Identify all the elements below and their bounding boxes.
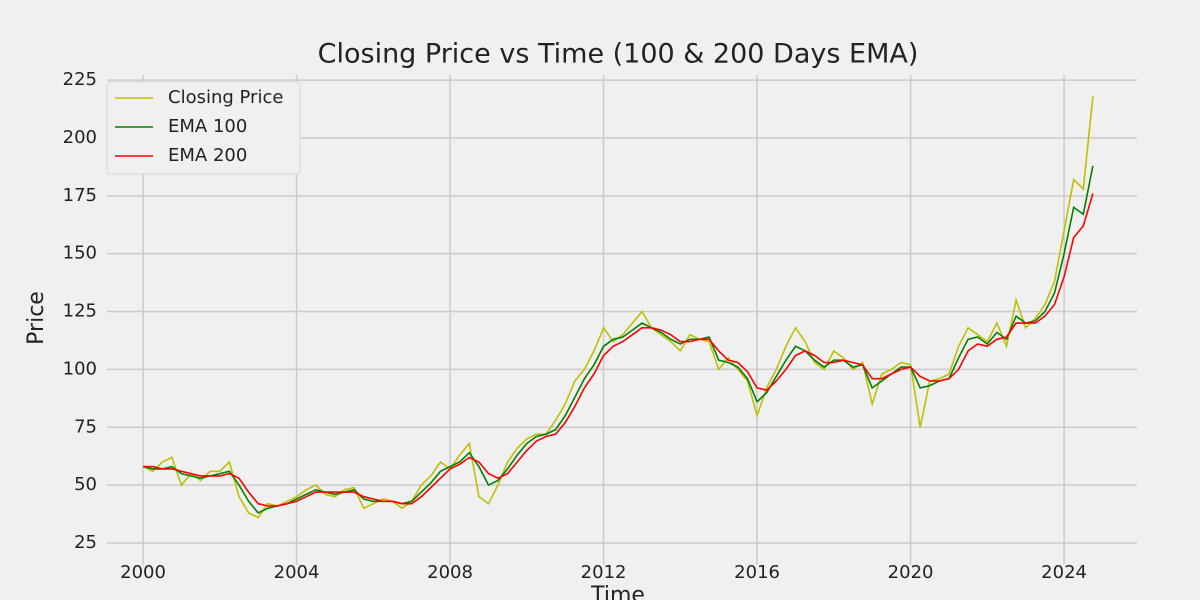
x-tick-label: 2020: [888, 562, 934, 583]
legend-label: Closing Price: [168, 87, 283, 108]
chart-title: Closing Price vs Time (100 & 200 Days EM…: [318, 39, 919, 70]
x-tick-label: 2012: [581, 562, 627, 583]
legend-label: EMA 200: [168, 145, 247, 166]
series-line: [142, 165, 1094, 514]
x-tick-label: 2004: [274, 562, 320, 583]
x-axis-label: Time: [590, 583, 645, 600]
legend-label: EMA 100: [168, 116, 247, 137]
y-tick-label: 75: [74, 416, 97, 437]
y-axis-label: Price: [24, 291, 49, 345]
series-line: [143, 193, 1094, 507]
y-tick-label: 50: [74, 474, 97, 495]
y-tick-label: 175: [63, 185, 97, 206]
y-tick-label: 200: [63, 127, 97, 148]
x-tick-label: 2016: [734, 562, 780, 583]
x-tick-label: 2024: [1041, 562, 1087, 583]
y-tick-label: 100: [63, 358, 97, 379]
x-tick-label: 2000: [120, 562, 166, 583]
y-tick-label: 150: [63, 243, 97, 264]
x-tick-label: 2008: [427, 562, 473, 583]
legend-box: [106, 81, 301, 175]
y-tick-label: 25: [74, 532, 97, 553]
y-tick-label: 225: [63, 69, 97, 90]
y-tick-label: 125: [63, 301, 97, 322]
